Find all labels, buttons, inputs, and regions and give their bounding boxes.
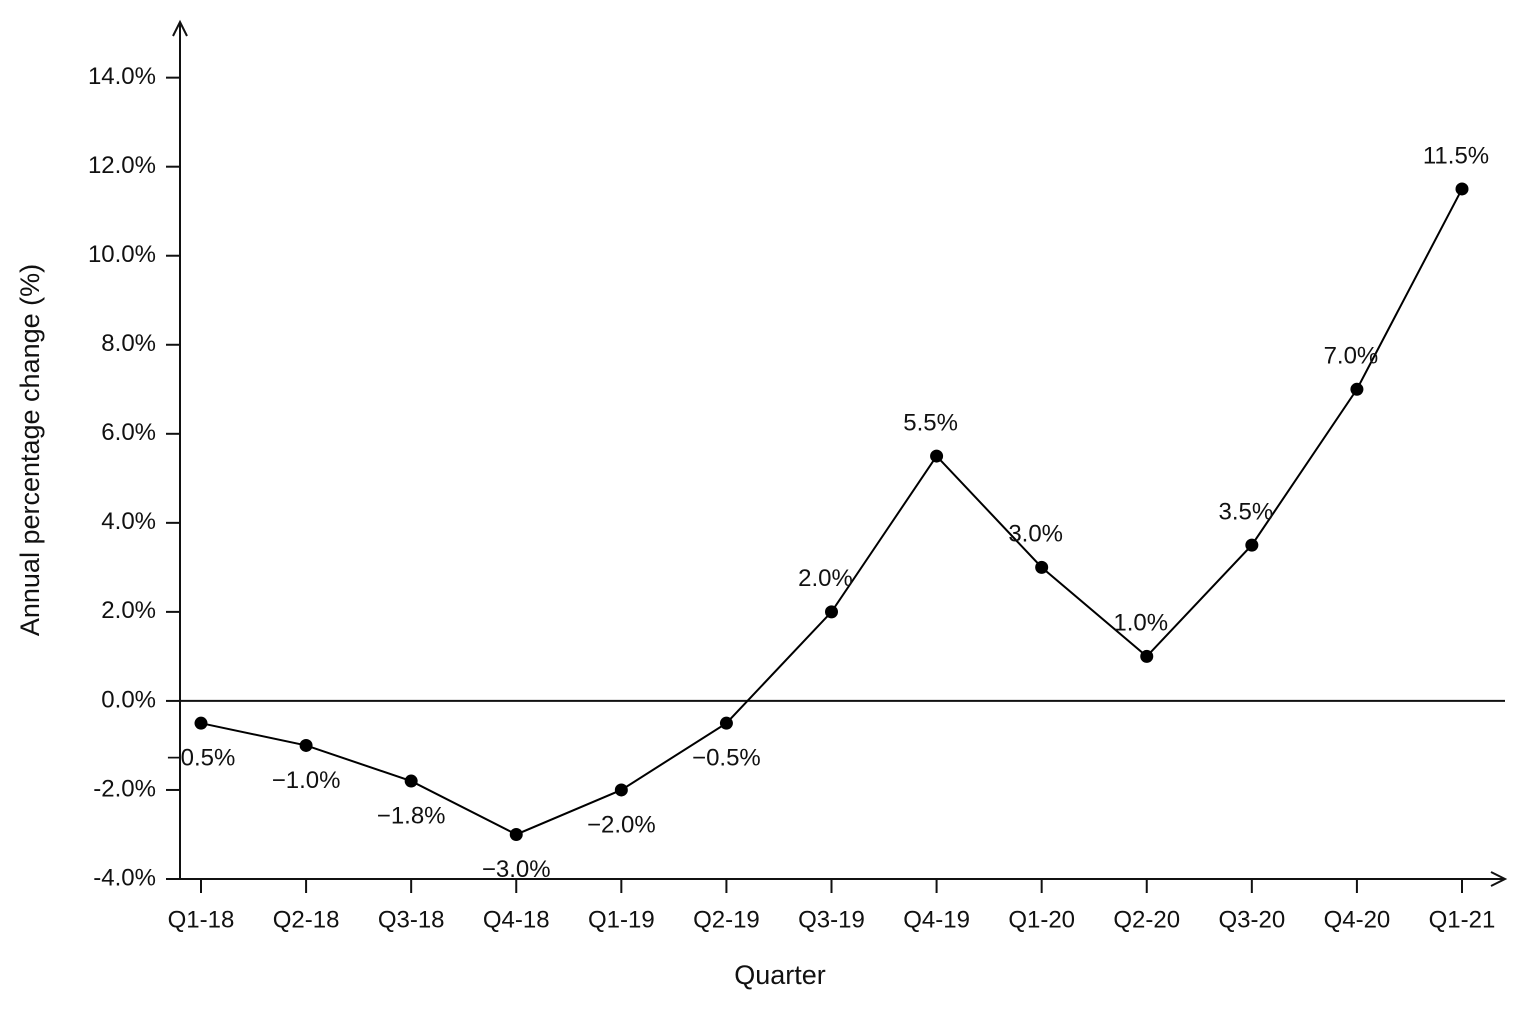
y-tick-label: 8.0% <box>101 330 156 357</box>
y-axis-title: Annual percentage change (%) <box>15 264 45 636</box>
x-tick-label: Q4-20 <box>1324 906 1391 933</box>
point <box>404 774 418 788</box>
data-label: −1.8% <box>377 802 446 829</box>
x-tick-label: Q1-18 <box>168 906 235 933</box>
y-tick-label: -4.0% <box>93 864 156 891</box>
data-label: −0.5% <box>692 745 761 772</box>
data-label: −3.0% <box>482 856 551 883</box>
x-axis-title: Quarter <box>734 960 826 990</box>
y-axis-arrow <box>172 19 188 37</box>
x-tick-label: Q1-20 <box>1008 906 1075 933</box>
x-tick-label: Q3-18 <box>378 906 445 933</box>
point <box>1455 182 1469 196</box>
x-tick-label: Q3-20 <box>1218 906 1285 933</box>
x-tick-label: Q2-20 <box>1113 906 1180 933</box>
data-label: 3.5% <box>1218 498 1273 525</box>
point <box>1140 649 1154 663</box>
point <box>1350 382 1364 396</box>
data-label: −2.0% <box>587 811 656 838</box>
y-tick-label: 6.0% <box>101 419 156 446</box>
y-tick-label: -2.0% <box>93 775 156 802</box>
y-tick-label: 14.0% <box>88 63 156 90</box>
data-label: −1.0% <box>272 767 341 794</box>
x-tick-label: Q1-19 <box>588 906 655 933</box>
x-axis-arrow <box>1490 871 1508 887</box>
data-label: 1.0% <box>1113 610 1168 637</box>
point <box>299 738 313 752</box>
y-tick-label: 4.0% <box>101 508 156 535</box>
x-tick-label: Q2-19 <box>693 906 760 933</box>
data-label: 7.0% <box>1324 343 1379 370</box>
x-tick-label: Q4-18 <box>483 906 550 933</box>
x-tick-label: Q2-18 <box>273 906 340 933</box>
point <box>719 716 733 730</box>
x-tick-label: Q1-21 <box>1429 906 1496 933</box>
point <box>930 449 944 463</box>
point <box>1245 538 1259 552</box>
data-label: 2.0% <box>798 565 853 592</box>
x-tick-label: Q3-19 <box>798 906 865 933</box>
y-tick-label: 10.0% <box>88 241 156 268</box>
point <box>194 716 208 730</box>
data-label: 5.5% <box>903 409 958 436</box>
point <box>825 605 838 619</box>
point <box>509 827 523 841</box>
y-tick-label: 12.0% <box>88 152 156 179</box>
point <box>614 783 628 797</box>
y-tick-label: 0.0% <box>101 686 156 713</box>
point <box>1035 560 1049 574</box>
data-label: 11.5% <box>1423 142 1489 169</box>
data-label: 3.0% <box>1008 521 1063 548</box>
y-tick-label: 2.0% <box>101 597 156 624</box>
x-tick-label: Q4-19 <box>903 906 970 933</box>
data-label: −0.5% <box>167 745 236 772</box>
